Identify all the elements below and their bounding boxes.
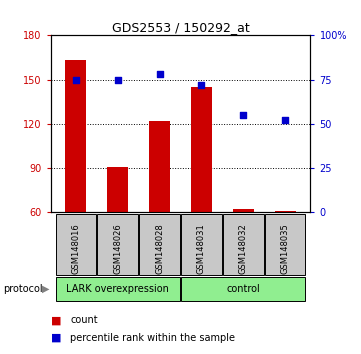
Text: GSM148028: GSM148028 xyxy=(155,223,164,274)
Bar xyxy=(275,211,296,212)
Text: LARK overexpression: LARK overexpression xyxy=(66,284,169,295)
Text: ▶: ▶ xyxy=(42,284,49,294)
Point xyxy=(73,77,79,82)
Bar xyxy=(139,214,180,275)
Text: GSM148031: GSM148031 xyxy=(197,223,206,274)
Point xyxy=(115,77,121,82)
Point xyxy=(282,118,288,123)
Text: ■: ■ xyxy=(51,315,61,325)
Text: protocol: protocol xyxy=(4,284,43,294)
Bar xyxy=(149,121,170,212)
Point xyxy=(157,72,162,77)
Bar xyxy=(265,214,305,275)
Bar xyxy=(97,214,138,275)
Bar xyxy=(233,210,254,212)
Bar xyxy=(181,278,305,301)
Bar xyxy=(56,214,96,275)
Text: control: control xyxy=(226,284,260,295)
Text: GSM148032: GSM148032 xyxy=(239,223,248,274)
Text: ■: ■ xyxy=(51,333,61,343)
Text: GSM148016: GSM148016 xyxy=(71,223,80,274)
Bar xyxy=(223,214,264,275)
Point xyxy=(199,82,204,88)
Title: GDS2553 / 150292_at: GDS2553 / 150292_at xyxy=(112,21,249,34)
Text: percentile rank within the sample: percentile rank within the sample xyxy=(70,333,235,343)
Bar xyxy=(181,214,222,275)
Bar xyxy=(56,278,180,301)
Bar xyxy=(65,61,86,212)
Point xyxy=(240,112,246,118)
Text: GSM148026: GSM148026 xyxy=(113,223,122,274)
Bar xyxy=(191,87,212,212)
Bar xyxy=(107,167,128,212)
Text: GSM148035: GSM148035 xyxy=(281,223,290,274)
Text: count: count xyxy=(70,315,98,325)
